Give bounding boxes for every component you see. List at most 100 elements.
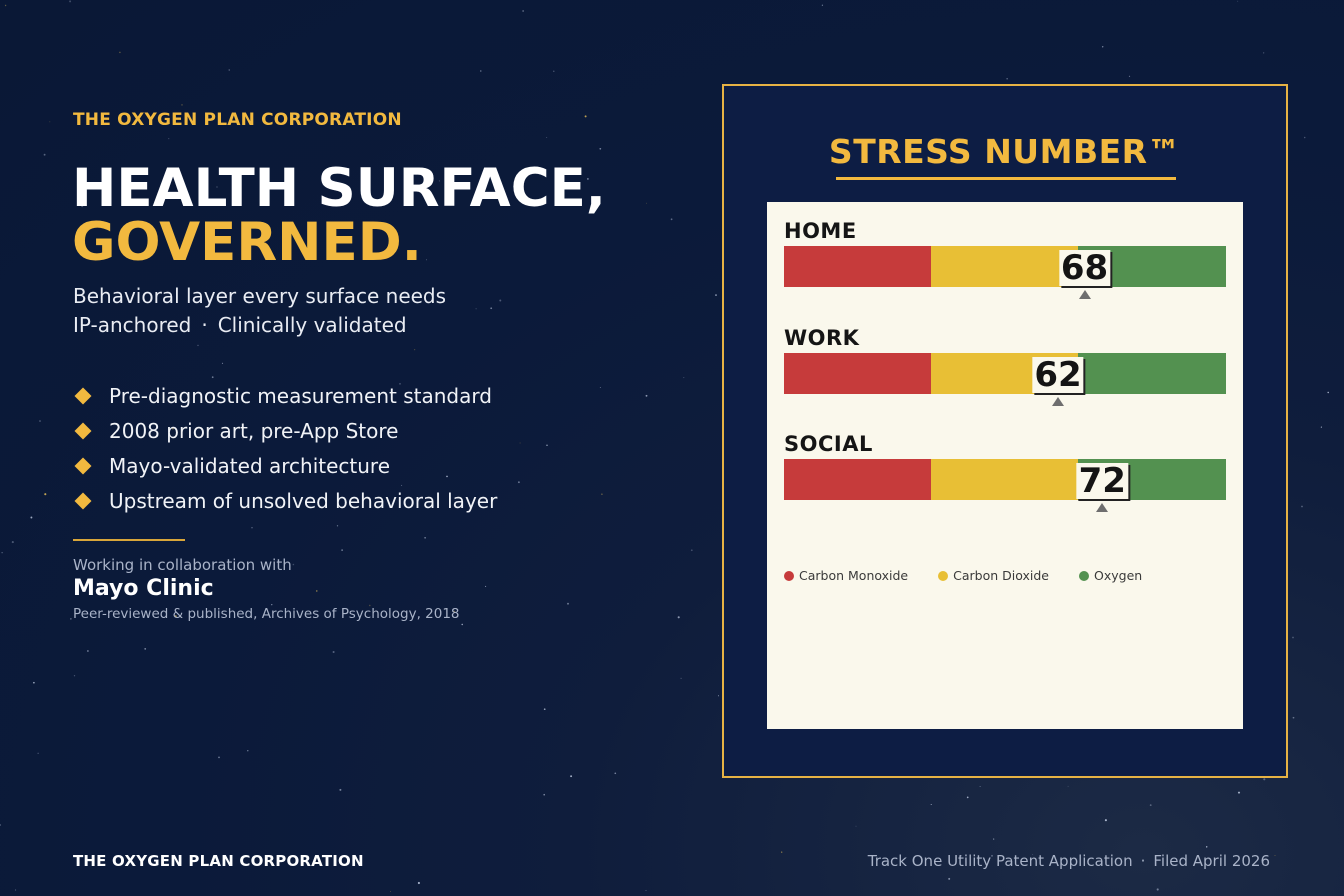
legend-dot-icon: [938, 570, 949, 581]
star-icon: [546, 137, 548, 139]
gauge-legend: Carbon Monoxide Carbon Dioxide Oxygen: [784, 568, 1172, 583]
section-divider: [73, 539, 185, 541]
star-icon: [599, 147, 602, 150]
footer-separator: ·: [1140, 852, 1146, 870]
star-icon: [683, 377, 685, 379]
star-icon: [168, 138, 170, 140]
subtitle-line1: Behavioral layer every surface needs: [73, 284, 447, 308]
star-icon: [855, 825, 857, 827]
panel-title-underline: [836, 177, 1176, 180]
star-icon: [339, 788, 342, 791]
collaboration-note: Peer-reviewed & published, Archives of P…: [73, 606, 460, 622]
star-icon: [543, 793, 545, 796]
star-icon: [781, 851, 783, 853]
star-icon: [15, 889, 17, 891]
star-icon: [1067, 785, 1069, 787]
star-icon: [1303, 136, 1306, 139]
star-icon: [584, 115, 587, 118]
star-icon: [414, 349, 416, 351]
legend-label: Carbon Dioxide: [953, 568, 1049, 583]
star-icon: [144, 648, 147, 650]
star-icon: [4, 4, 7, 7]
star-icon: [1101, 46, 1104, 48]
hero-headline-line1: HEALTH SURFACE,: [72, 158, 606, 219]
diamond-bullet-icon: [74, 457, 92, 474]
star-icon: [251, 527, 253, 529]
star-icon: [570, 775, 573, 778]
diamond-bullet-icon: [74, 492, 92, 509]
gauge-label: HOME: [784, 219, 857, 243]
star-icon: [690, 549, 693, 552]
star-icon: [39, 420, 41, 422]
gauge-label: WORK: [784, 326, 860, 350]
feature-text: 2008 prior art, pre-App Store: [109, 418, 399, 443]
star-icon: [677, 616, 680, 619]
star-icon: [37, 752, 39, 754]
gauge-card: HOME 68 WORK 62 SOCIAL: [767, 202, 1243, 729]
subtitle-separator: ·: [201, 313, 208, 337]
panel-title: STRESS NUMBER™: [828, 132, 1182, 171]
gauge-value: 68: [1058, 248, 1111, 288]
star-icon: [614, 772, 617, 775]
subtitle-clinically-validated: Clinically validated: [217, 313, 407, 337]
hero-headline-line2: GOVERNED.: [72, 212, 422, 273]
star-icon: [73, 675, 76, 677]
star-icon: [1128, 75, 1131, 77]
star-icon: [33, 681, 35, 684]
star-icon: [567, 602, 569, 605]
band-carbon-monoxide: [784, 459, 931, 500]
subtitle-ip-anchored: IP-anchored: [73, 313, 192, 337]
gauge-bar: [784, 246, 1226, 287]
star-icon: [1237, 791, 1241, 794]
star-icon: [993, 838, 995, 840]
star-icon: [119, 51, 121, 54]
feature-item: Mayo-validated architecture: [73, 448, 497, 483]
star-icon: [426, 259, 428, 261]
star-icon: [821, 4, 824, 6]
star-icon: [948, 877, 951, 880]
star-icon: [490, 307, 493, 310]
footer-application-type: Track One Utility Patent Application: [867, 852, 1133, 870]
gauge-pointer-icon: [1052, 397, 1065, 406]
star-icon: [1156, 888, 1159, 891]
collaboration-lead: Working in collaboration with: [73, 556, 292, 574]
star-icon: [44, 493, 47, 496]
star-icon: [49, 121, 51, 123]
star-icon: [1104, 819, 1107, 822]
legend-dot-icon: [1079, 570, 1089, 581]
star-icon: [1263, 778, 1266, 781]
band-carbon-dioxide: [931, 459, 1078, 500]
star-icon: [645, 394, 648, 397]
star-icon: [645, 890, 647, 891]
company-eyebrow: THE OXYGEN PLAN CORPORATION: [73, 110, 402, 130]
star-icon: [336, 525, 339, 527]
star-icon: [390, 890, 392, 892]
footer-company-name: THE OXYGEN PLAN CORPORATION: [73, 852, 364, 870]
star-icon: [599, 387, 601, 388]
feature-text: Mayo-validated architecture: [109, 453, 391, 478]
star-icon: [70, 618, 72, 620]
star-icon: [424, 537, 426, 539]
star-icon: [332, 650, 335, 654]
star-icon: [553, 70, 555, 72]
star-icon: [670, 218, 673, 221]
star-icon: [292, 563, 295, 566]
diamond-bullet-icon: [74, 422, 92, 439]
star-icon: [69, 0, 72, 3]
star-icon: [499, 299, 502, 302]
legend-item-carbon-monoxide: Carbon Monoxide: [784, 568, 908, 583]
star-icon: [247, 750, 249, 752]
star-icon: [1327, 391, 1329, 394]
star-icon: [1292, 716, 1295, 719]
star-icon: [0, 824, 1, 826]
star-icon: [930, 803, 932, 806]
star-icon: [461, 623, 463, 626]
star-icon: [1274, 855, 1276, 856]
star-icon: [475, 308, 477, 310]
star-icon: [1006, 78, 1008, 80]
star-icon: [11, 541, 14, 544]
legend-dot-icon: [784, 570, 794, 581]
star-icon: [341, 549, 343, 551]
star-icon: [197, 344, 199, 347]
star-icon: [221, 362, 224, 364]
